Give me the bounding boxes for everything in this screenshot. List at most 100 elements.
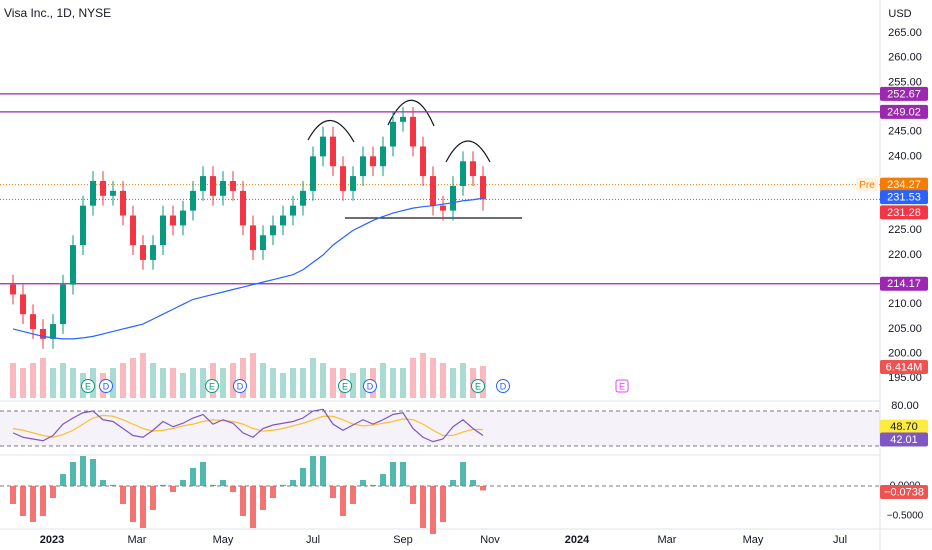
macd-bar — [310, 456, 316, 487]
volume-bar — [450, 368, 456, 398]
volume-bar — [350, 373, 356, 398]
macd-bar — [380, 474, 386, 487]
candle-body — [480, 176, 486, 200]
volume-bar — [130, 358, 136, 398]
candle-body — [220, 181, 226, 196]
macd-bar — [480, 486, 486, 491]
event-label: D — [237, 381, 244, 391]
macd-bar — [120, 486, 126, 505]
volume-bar — [30, 363, 36, 398]
candle-body — [150, 245, 156, 260]
price-badge — [880, 485, 928, 499]
candle-body — [120, 190, 126, 216]
y-tick-label: 210.00 — [888, 298, 922, 310]
event-label: E — [85, 381, 91, 391]
candle-body — [30, 314, 36, 329]
volume-bar — [280, 373, 286, 398]
macd-bar — [320, 456, 326, 487]
macd-bar — [200, 462, 206, 487]
price-badge — [880, 432, 928, 447]
volume-bar — [170, 368, 176, 398]
volume-bar — [270, 368, 276, 398]
price-badge — [880, 190, 928, 205]
volume-bar — [120, 363, 126, 398]
event-marker — [338, 379, 352, 393]
volume-bar — [290, 368, 296, 398]
price-badge-label: 231.28 — [887, 207, 921, 219]
y-tick-label: 265.00 — [888, 27, 922, 39]
candle-body — [320, 136, 326, 157]
price-badge-label: 214.17 — [887, 278, 921, 290]
volume-bar — [330, 368, 336, 398]
volume-bar — [420, 353, 426, 398]
volume-bar — [110, 368, 116, 398]
x-tick-label: Mar — [128, 534, 147, 546]
candle-body — [280, 215, 286, 226]
macd-bar — [240, 486, 246, 517]
price-badge-label: 42.01 — [890, 434, 918, 446]
candle-body — [190, 190, 196, 211]
volume-bar — [160, 368, 166, 398]
macd-bar — [220, 480, 226, 487]
macd-bar — [290, 480, 296, 487]
macd-bar — [250, 486, 256, 529]
macd-bar — [270, 486, 276, 499]
candle-body — [230, 181, 236, 191]
moving-average — [12, 197, 484, 340]
currency[interactable]: USD — [888, 8, 911, 20]
candle-body — [400, 116, 406, 122]
candle-body — [210, 176, 216, 196]
x-tick-label: 2024 — [565, 534, 590, 546]
pattern-arc — [445, 140, 491, 163]
y-tick-label: 225.00 — [888, 224, 922, 236]
macd-bar — [210, 484, 216, 487]
candle-body — [330, 136, 336, 167]
macd-bar — [440, 486, 446, 523]
candle-body — [340, 166, 346, 191]
y-tick-label: 240.00 — [888, 150, 922, 162]
rsi-ma-line — [12, 414, 484, 438]
event-marker — [471, 379, 485, 393]
candle-body — [80, 205, 86, 246]
candle-body — [110, 190, 116, 196]
volume-bar — [10, 363, 16, 398]
rsi-line — [12, 408, 484, 443]
candle-body — [10, 284, 16, 295]
macd-bar — [150, 486, 156, 511]
candle-body — [380, 146, 386, 167]
rsi-tick-label: 80.00 — [891, 400, 919, 412]
macd-bar — [170, 486, 176, 493]
volume-bar — [180, 373, 186, 398]
pre-tag-label: Pre — [859, 180, 875, 191]
volume-bar — [410, 358, 416, 398]
volume-bar — [440, 363, 446, 398]
macd-bar — [70, 462, 76, 487]
candle-body — [20, 294, 26, 315]
event-marker — [233, 379, 247, 393]
macd-bar — [350, 486, 356, 505]
candle-body — [160, 215, 166, 246]
volume-bar — [70, 368, 76, 398]
macd-bar — [50, 486, 56, 499]
candle-body — [250, 225, 256, 251]
volume-bar — [250, 353, 256, 398]
x-tick-label: May — [743, 534, 764, 546]
event-marker — [496, 379, 510, 393]
event-marker — [81, 379, 95, 393]
y-tick-label: 255.00 — [888, 76, 922, 88]
y-tick-label: 200.00 — [888, 348, 922, 360]
candle-body — [70, 245, 76, 285]
chart-title: Visa Inc., 1D, NYSE — [4, 6, 111, 20]
x-tick-label: May — [213, 534, 234, 546]
volume-bar — [50, 368, 56, 398]
volume-bar — [20, 368, 26, 398]
y-tick-label: 260.00 — [888, 52, 922, 64]
candle-body — [300, 190, 306, 206]
event-label: D — [500, 381, 507, 391]
macd-bar — [180, 480, 186, 487]
macd-bar — [110, 484, 116, 487]
macd-bar — [410, 486, 416, 505]
event-marker — [99, 379, 113, 393]
event-label: E — [342, 381, 348, 391]
